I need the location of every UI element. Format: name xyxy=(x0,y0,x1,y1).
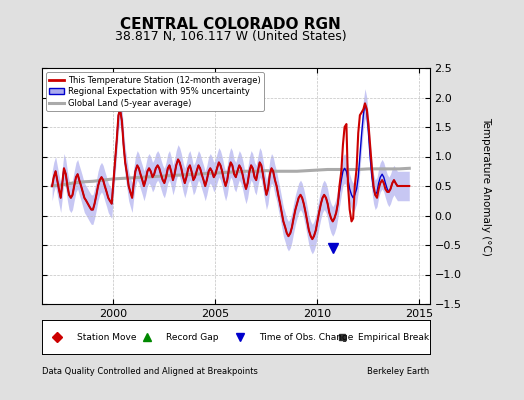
Legend: This Temperature Station (12-month average), Regional Expectation with 95% uncer: This Temperature Station (12-month avera… xyxy=(46,72,264,111)
Text: Time of Obs. Change: Time of Obs. Change xyxy=(259,332,354,342)
Text: Empirical Break: Empirical Break xyxy=(358,332,429,342)
Text: Station Move: Station Move xyxy=(77,332,136,342)
Text: 38.817 N, 106.117 W (United States): 38.817 N, 106.117 W (United States) xyxy=(115,30,346,43)
Text: Berkeley Earth: Berkeley Earth xyxy=(367,367,430,376)
Text: CENTRAL COLORADO RGN: CENTRAL COLORADO RGN xyxy=(120,17,341,32)
Text: Data Quality Controlled and Aligned at Breakpoints: Data Quality Controlled and Aligned at B… xyxy=(42,367,258,376)
Y-axis label: Temperature Anomaly (°C): Temperature Anomaly (°C) xyxy=(481,116,491,256)
Text: Record Gap: Record Gap xyxy=(166,332,219,342)
